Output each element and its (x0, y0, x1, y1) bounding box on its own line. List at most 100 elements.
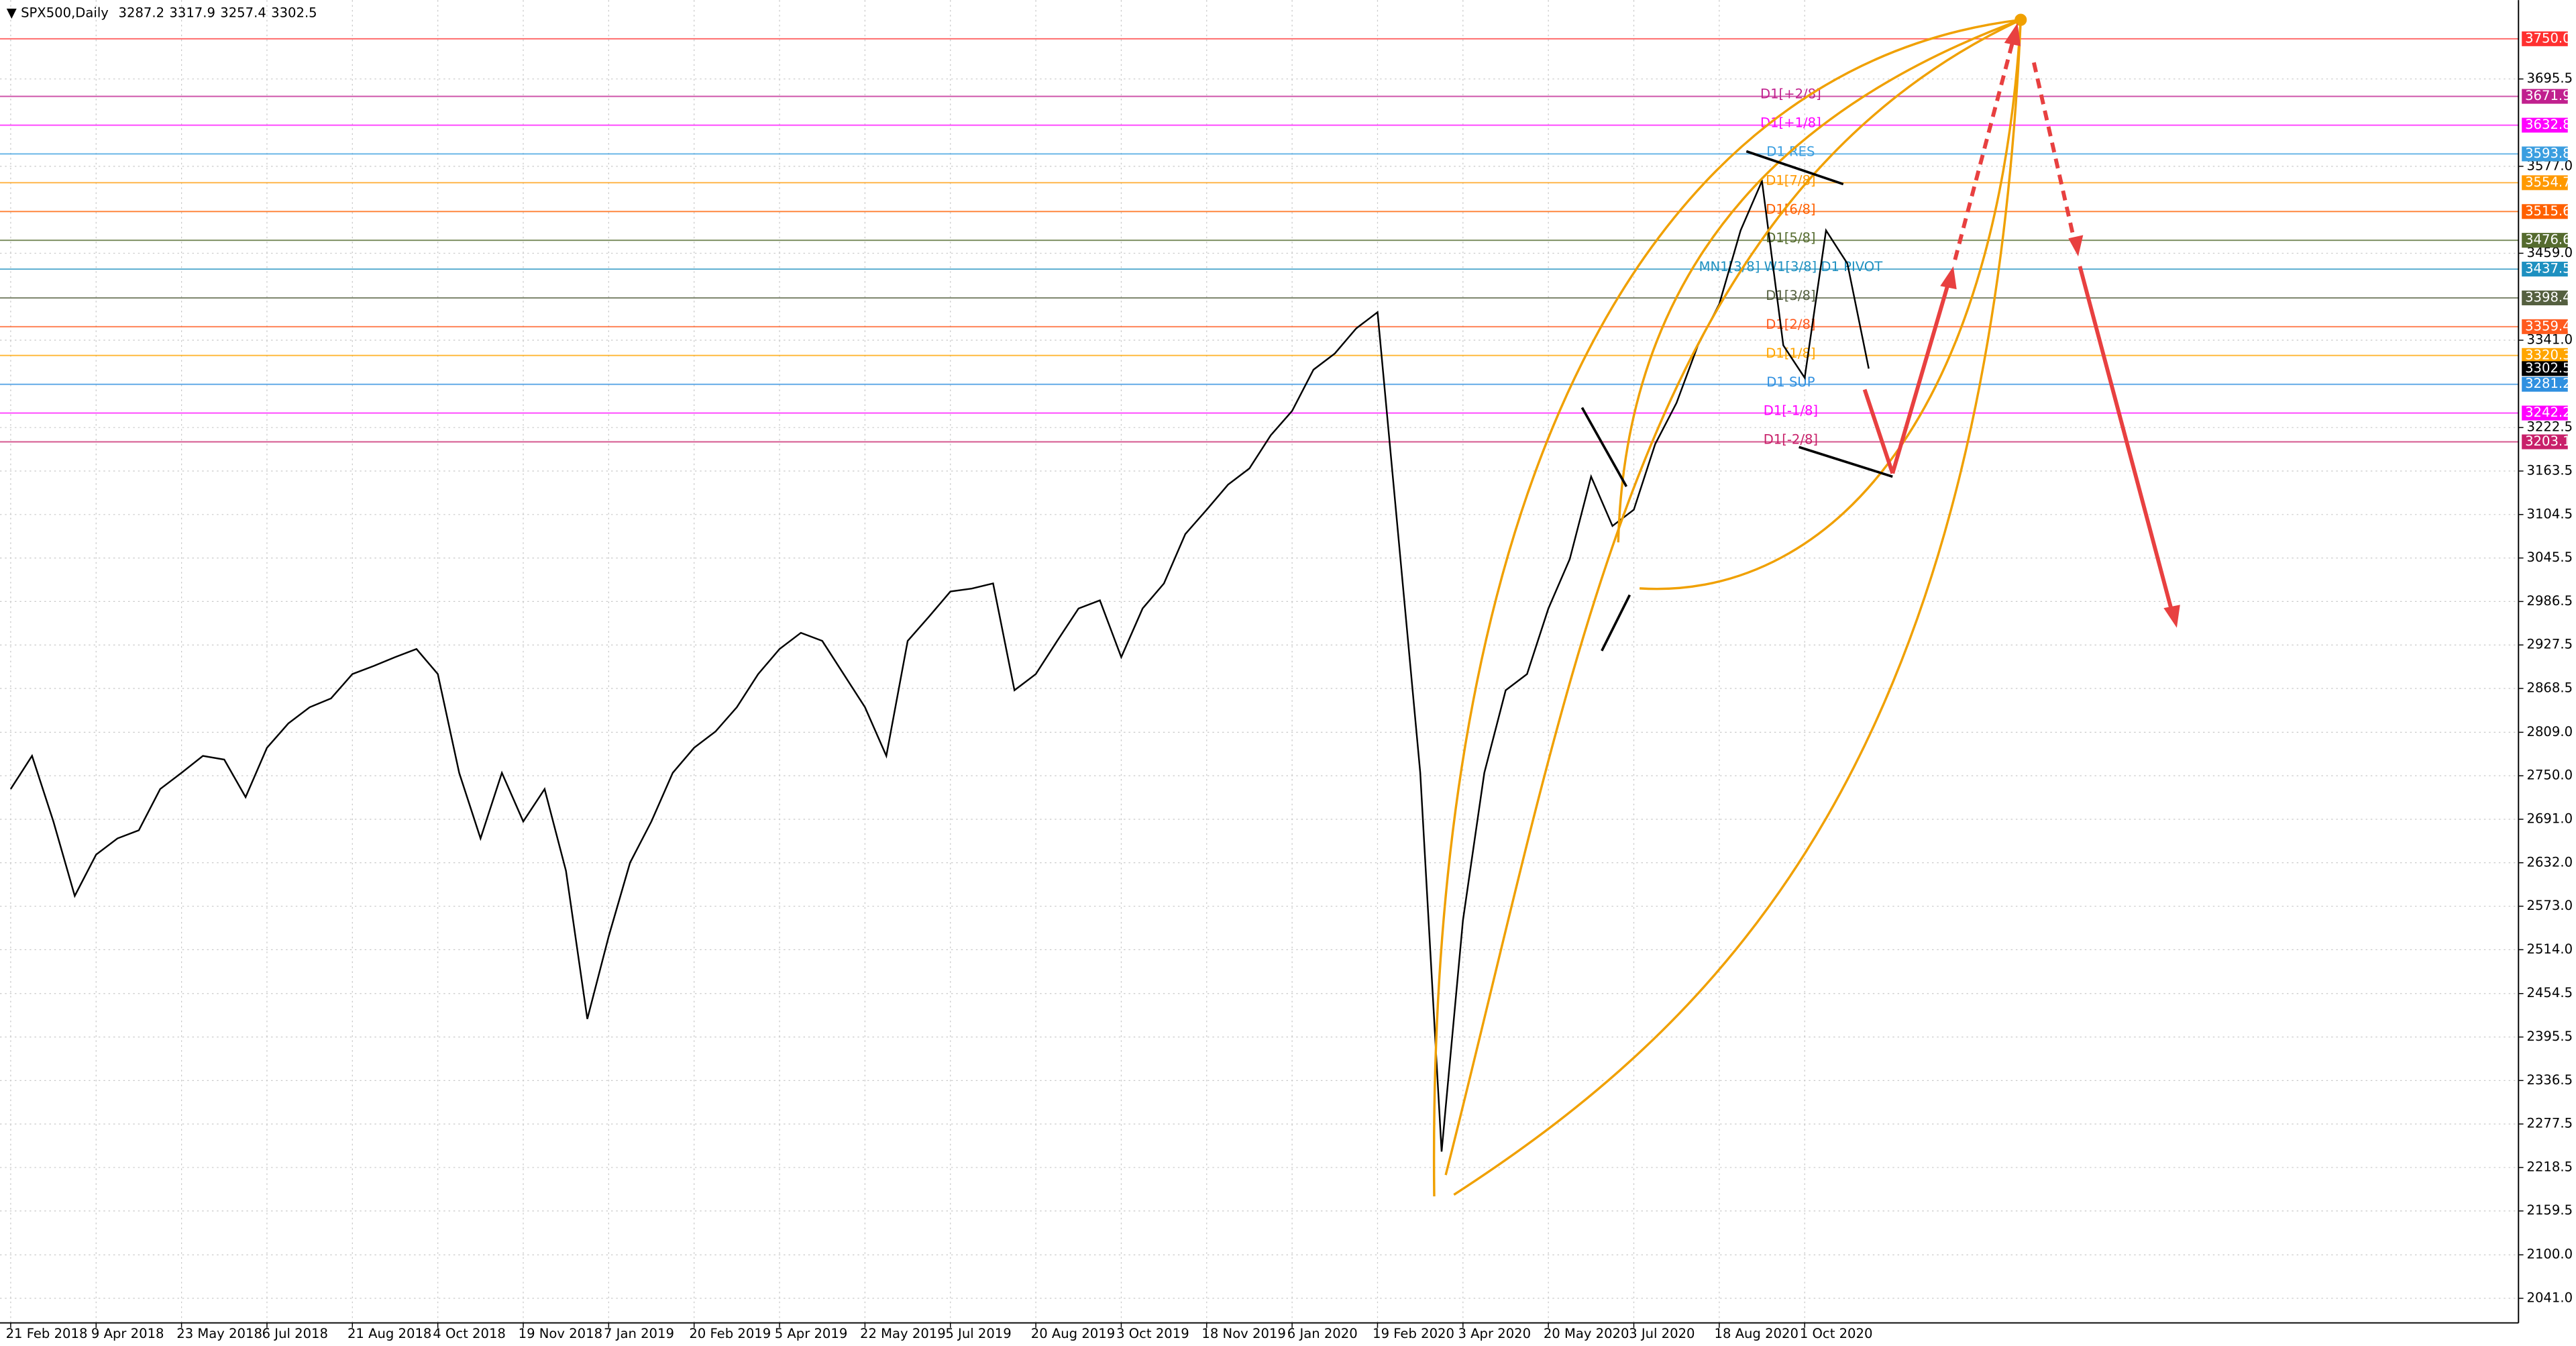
level-label-box (2522, 434, 2568, 450)
y-tick-label: 2454.5 (2527, 985, 2573, 1000)
y-tick-label: 2336.5 (2527, 1072, 2573, 1088)
curve (1453, 19, 2022, 1196)
level-label: 3554.7 (2525, 174, 2571, 190)
y-tick-label: 2986.5 (2527, 593, 2573, 609)
level-label: 3203.1 (2525, 433, 2571, 449)
y-tick-label: 2632.0 (2527, 854, 2573, 870)
level-name: D1[5/8] (1766, 230, 1815, 246)
y-tick-label: 2041.0 (2527, 1290, 2573, 1305)
y-tick-label: 2927.5 (2527, 637, 2573, 652)
level-label: 3359.4 (2525, 318, 2571, 333)
y-tick-label: 3045.5 (2527, 550, 2573, 565)
level-name: D1[-1/8] (1764, 403, 1818, 419)
level-name: D1[-2/8] (1764, 432, 1818, 448)
x-tick-label: 23 May 2018 (176, 1326, 262, 1341)
current-price-box (2522, 361, 2568, 376)
x-tick-label: 6 Jan 2020 (1287, 1326, 1358, 1341)
price (9, 178, 1870, 1152)
level-label: 3671.9 (2525, 88, 2571, 103)
level-label: 3632.8 (2525, 117, 2571, 132)
y-tick-label: 3104.5 (2527, 506, 2573, 521)
x-tick-label: 21 Feb 2018 (6, 1326, 88, 1341)
low: 3257.4 (220, 5, 266, 20)
arrow (1890, 282, 1951, 474)
y-tick-label: 3222.5 (2527, 419, 2573, 435)
arrow (2031, 62, 2077, 244)
curve (1432, 18, 2021, 1197)
x-tick-label: 4 Oct 2018 (433, 1326, 506, 1341)
high: 3317.9 (169, 5, 215, 20)
level-label-box (2522, 146, 2568, 162)
level-label-box (2522, 348, 2568, 363)
curve (1444, 18, 2021, 1176)
chart-title: SPX500,Daily (21, 5, 109, 20)
level-label: 3476.6 (2525, 232, 2571, 248)
y-tick-label: 3577.0 (2527, 158, 2573, 173)
y-tick-label: 2100.0 (2527, 1247, 2573, 1262)
curve (1617, 18, 2021, 543)
level-label: 3515.6 (2525, 203, 2571, 219)
trendline (1746, 150, 1844, 186)
arrow (1953, 36, 2017, 260)
y-tick-label: 3459.0 (2527, 245, 2573, 260)
level-label: 3398.4 (2525, 289, 2571, 305)
y-tick-label: 2159.5 (2527, 1202, 2573, 1218)
level-label-box (2522, 117, 2568, 133)
header: ▼ SPX500,Daily 3287.2 3317.9 3257.4 3302.5 (7, 5, 317, 20)
trendline (1799, 446, 1893, 478)
y-tick-label: 2691.0 (2527, 811, 2573, 826)
level-label-box (2522, 89, 2568, 104)
x-tick-label: 6 Jul 2018 (262, 1326, 328, 1341)
y-tick-label: 2809.0 (2527, 724, 2573, 739)
y-tick-label: 3341.0 (2527, 332, 2573, 348)
level-label-box (2522, 319, 2568, 334)
arrowhead (2068, 235, 2084, 257)
close: 3302.5 (271, 5, 317, 20)
apex (2015, 13, 2027, 26)
x-tick-label: 19 Nov 2018 (519, 1326, 602, 1341)
trendline (1601, 594, 1631, 652)
level-name: D1[6/8] (1766, 201, 1815, 217)
arrow (1862, 389, 1895, 474)
y-tick-label: 3695.5 (2527, 70, 2573, 86)
level-label-box (2522, 376, 2568, 392)
y-tick-label: 2573.0 (2527, 898, 2573, 913)
trendlines (1580, 150, 1893, 652)
x-tick-label: 18 Aug 2020 (1715, 1326, 1799, 1341)
level-label: 3437.5 (2525, 261, 2571, 276)
y-tick-label: 2750.0 (2527, 768, 2573, 783)
y-tick-label: 2277.5 (2527, 1116, 2573, 1131)
x-tick-label: 20 Aug 2019 (1031, 1326, 1115, 1341)
x-tick-label: 3 Jul 2020 (1629, 1326, 1695, 1341)
x-tick-label: 3 Oct 2019 (1116, 1326, 1189, 1341)
x-tick-label: 21 Aug 2018 (347, 1326, 431, 1341)
x-tick-label: 20 Feb 2019 (689, 1326, 771, 1341)
level-name: D1 SUP (1766, 374, 1815, 390)
x-tick-label: 19 Feb 2020 (1373, 1326, 1454, 1341)
level-label: 3242.2 (2525, 405, 2571, 420)
grid (0, 0, 2519, 1323)
x-tick-label: 5 Apr 2019 (775, 1326, 848, 1341)
arrowhead (1940, 266, 1957, 290)
x-tick-label: 18 Nov 2019 (1201, 1326, 1285, 1341)
axes: 3695.5 3577.0 3459.0 3341.0 3222.5 3163.5 3104… (6, 30, 2573, 1341)
level-label: 3750.0 (2525, 30, 2571, 46)
arrowhead (2163, 605, 2180, 628)
level-label-box (2522, 233, 2568, 248)
level-name: D1[7/8] (1766, 172, 1815, 188)
x-tick-label: 20 May 2020 (1544, 1326, 1629, 1341)
open: 3287.2 (119, 5, 165, 20)
y-tick-label: 2218.5 (2527, 1159, 2573, 1174)
level-name: D1[2/8] (1766, 317, 1815, 332)
y-tick-label: 2514.0 (2527, 941, 2573, 957)
menu-arrow: ▼ (7, 5, 21, 20)
level-name: D1[3/8] (1766, 288, 1815, 303)
x-tick-label: 7 Jan 2019 (604, 1326, 674, 1341)
current-price-label: 3302.5 (2525, 360, 2571, 376)
level-label: 3281.2 (2525, 376, 2571, 391)
y-tick-label: 3163.5 (2527, 462, 2573, 478)
x-tick-label: 3 Apr 2020 (1458, 1326, 1531, 1341)
levels: D1[+2/8]D1[+1/8]D1 RESD1[7/8]D1[6/8]D1[5… (0, 38, 2519, 448)
level-name: D1[1/8] (1766, 346, 1815, 361)
